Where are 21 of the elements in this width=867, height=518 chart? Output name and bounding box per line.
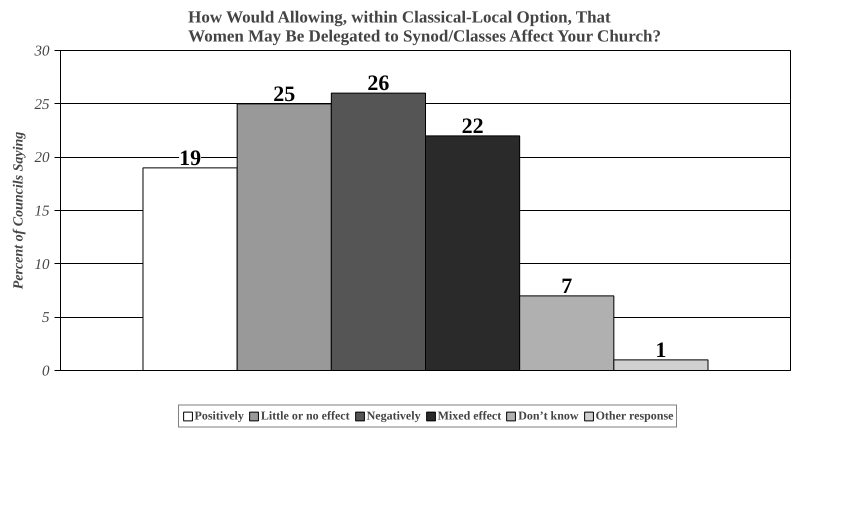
- legend-label: Little or no effect: [260, 408, 350, 424]
- y-tick-label: 25: [34, 96, 50, 113]
- data-label: 26: [367, 70, 390, 96]
- y-tick-label: 0: [42, 364, 50, 380]
- data-label: 7: [561, 272, 572, 298]
- y-tick-label: 15: [34, 204, 50, 220]
- y-tick-label: 20: [34, 150, 50, 166]
- legend-label: Negatively: [366, 408, 421, 424]
- data-label: 22: [462, 112, 484, 138]
- y-tick-label: 30: [34, 44, 50, 60]
- data-label: 25: [273, 80, 296, 106]
- y-tick-label: 5: [42, 310, 50, 326]
- y-tick-label: 10: [34, 256, 50, 273]
- data-label: 19: [179, 144, 202, 170]
- legend-label: Mixed effect: [438, 408, 502, 424]
- legend-label: Don’t know: [518, 408, 579, 424]
- legend-label: Positively: [194, 408, 244, 424]
- data-label: 1: [655, 336, 666, 362]
- chart-title: How Would Allowing, within Classical-Local Option, That Women May Be Delegated to Synod/Classes Affect Your Church?: [188, 8, 661, 46]
- legend-label: Other response: [596, 408, 674, 424]
- y-axis-title: Percent of Councils Saying: [12, 132, 26, 290]
